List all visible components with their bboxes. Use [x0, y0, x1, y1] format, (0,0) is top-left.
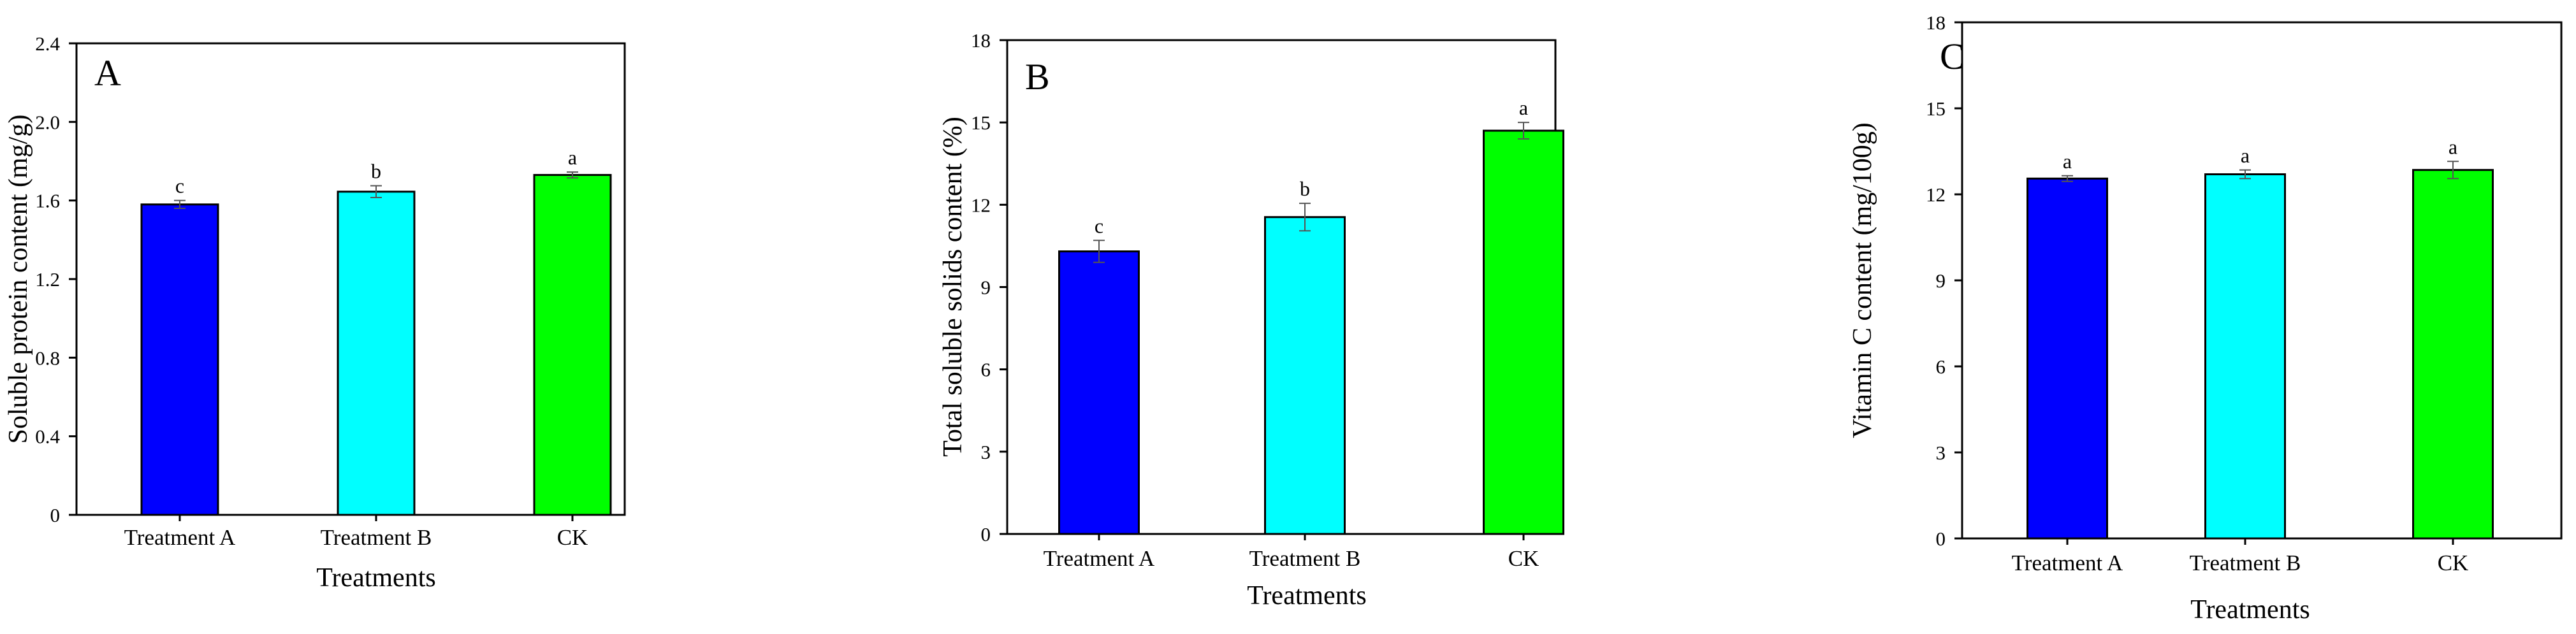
panel-c-bar — [2204, 173, 2286, 540]
panel-c-y-axis: 0 3 6 9 12 15 18 — [1926, 11, 1962, 550]
panel-c-y-tick-label: 12 — [1926, 184, 1946, 206]
panel-a-y-tick-label: 2.0 — [35, 111, 60, 133]
panel-b-y-tick-label: 0 — [981, 523, 991, 545]
panel-c-bar — [2027, 177, 2108, 540]
panel-b-y-tick-label: 12 — [971, 194, 991, 216]
panel-a-category-label: Treatment B — [321, 525, 432, 550]
panel-a-category-label: CK — [557, 525, 588, 550]
panel-b-bar — [1264, 216, 1346, 535]
panel-b-y-tick-label: 15 — [971, 112, 991, 134]
panel-b-bar — [1483, 129, 1564, 535]
panel-c-y-tick-label: 3 — [1936, 442, 1946, 464]
panel-c-y-axis-title: Vitamin C content (mg/100g) — [1848, 122, 1877, 438]
panel-b-category-label: Treatment A — [1044, 546, 1155, 571]
panel-a-y-tick-label: 2.4 — [35, 32, 60, 55]
panel-c-error-bar — [2062, 175, 2073, 182]
panel-a-error-bar — [567, 171, 578, 179]
panel-c-error-bar — [2447, 161, 2459, 180]
panel-c-significance-letter: a — [2449, 135, 2457, 158]
panel-b-y-axis-title: Total soluble solids content (%) — [938, 117, 968, 457]
panel-a-y-tick-label: 0.8 — [35, 347, 60, 369]
panel-a-significance-letter: a — [568, 146, 577, 169]
panel-c-label: C — [1940, 36, 1965, 77]
panel-c-category-label: Treatment A — [2012, 551, 2123, 575]
panel-a-y-tick-label: 0 — [50, 504, 61, 526]
panel-b-error-bar — [1518, 122, 1529, 140]
panel-c-significance-letter: a — [2241, 144, 2250, 167]
panel-b-error-bar — [1299, 203, 1311, 232]
panel-a-error-bar — [370, 185, 382, 199]
panel-b-significance-letter: c — [1095, 214, 1103, 237]
panel-c-category-label: Treatment B — [2190, 551, 2301, 575]
panel-b-y-tick-label: 18 — [971, 29, 991, 52]
panel-a-bars: c Treatment A b Treatment B a CK — [124, 146, 612, 550]
panel-b-bar — [1058, 250, 1140, 535]
panel-a-x-axis-title: Treatments — [316, 563, 435, 593]
panel-a-error-bar — [174, 199, 186, 209]
panel-b-error-bar — [1093, 240, 1105, 263]
panel-c-y-tick-label: 15 — [1926, 97, 1946, 120]
panel-c-y-tick-label: 6 — [1936, 356, 1946, 378]
panel-c-y-tick-label: 18 — [1926, 11, 1946, 34]
panel-a-label: A — [94, 52, 121, 94]
panel-a-bar — [533, 174, 612, 516]
panel-b-x-axis-title: Treatments — [1247, 581, 1366, 610]
panel-a-bar — [140, 203, 219, 516]
panel-b-y-tick-label: 6 — [981, 359, 991, 381]
panel-b-significance-letter: b — [1300, 177, 1310, 200]
panel-b-category-label: Treatment B — [1249, 546, 1361, 571]
panel-a: A Treatments Soluble protein content (mg… — [4, 32, 626, 593]
panel-a-y-axis-title: Soluble protein content (mg/g) — [4, 115, 33, 444]
panel-b-y-tick-label: 3 — [981, 441, 991, 463]
panel-a-y-tick-label: 1.6 — [35, 190, 60, 212]
panel-a-y-tick-label: 0.4 — [35, 426, 60, 448]
panel-c-bar — [2412, 169, 2494, 540]
panel-a-category-label: Treatment A — [124, 525, 236, 550]
panel-c: C Treatments Vitamin C content (mg/100g)… — [1848, 11, 2563, 624]
panel-b-significance-letter: a — [1519, 96, 1528, 119]
panel-a-significance-letter: c — [175, 175, 184, 198]
panel-c-significance-letter: a — [2063, 150, 2072, 173]
panel-c-bars: a Treatment A a Treatment B a CK — [2012, 135, 2494, 575]
panel-c-x-axis-title: Treatments — [2190, 595, 2310, 624]
panel-a-y-axis: 0 0.4 0.8 1.2 1.6 2.0 2.4 — [35, 32, 76, 526]
panel-c-category-label: CK — [2438, 551, 2469, 575]
panel-a-y-tick-label: 1.2 — [35, 268, 60, 291]
panel-c-y-tick-label: 0 — [1936, 528, 1946, 550]
panel-c-y-tick-label: 9 — [1936, 270, 1946, 292]
panel-b-label: B — [1025, 56, 1050, 97]
panel-b-category-label: CK — [1508, 546, 1539, 571]
panel-b: B Treatments Total soluble solids conten… — [938, 29, 1564, 610]
panel-c-error-bar — [2239, 169, 2251, 180]
panel-b-bars: c Treatment A b Treatment B a CK — [1044, 96, 1564, 571]
panel-a-significance-letter: b — [371, 160, 381, 183]
panel-b-y-tick-label: 9 — [981, 277, 991, 299]
panel-b-y-axis: 0 3 6 9 12 15 18 — [971, 29, 1007, 545]
panel-a-bar — [337, 191, 416, 516]
